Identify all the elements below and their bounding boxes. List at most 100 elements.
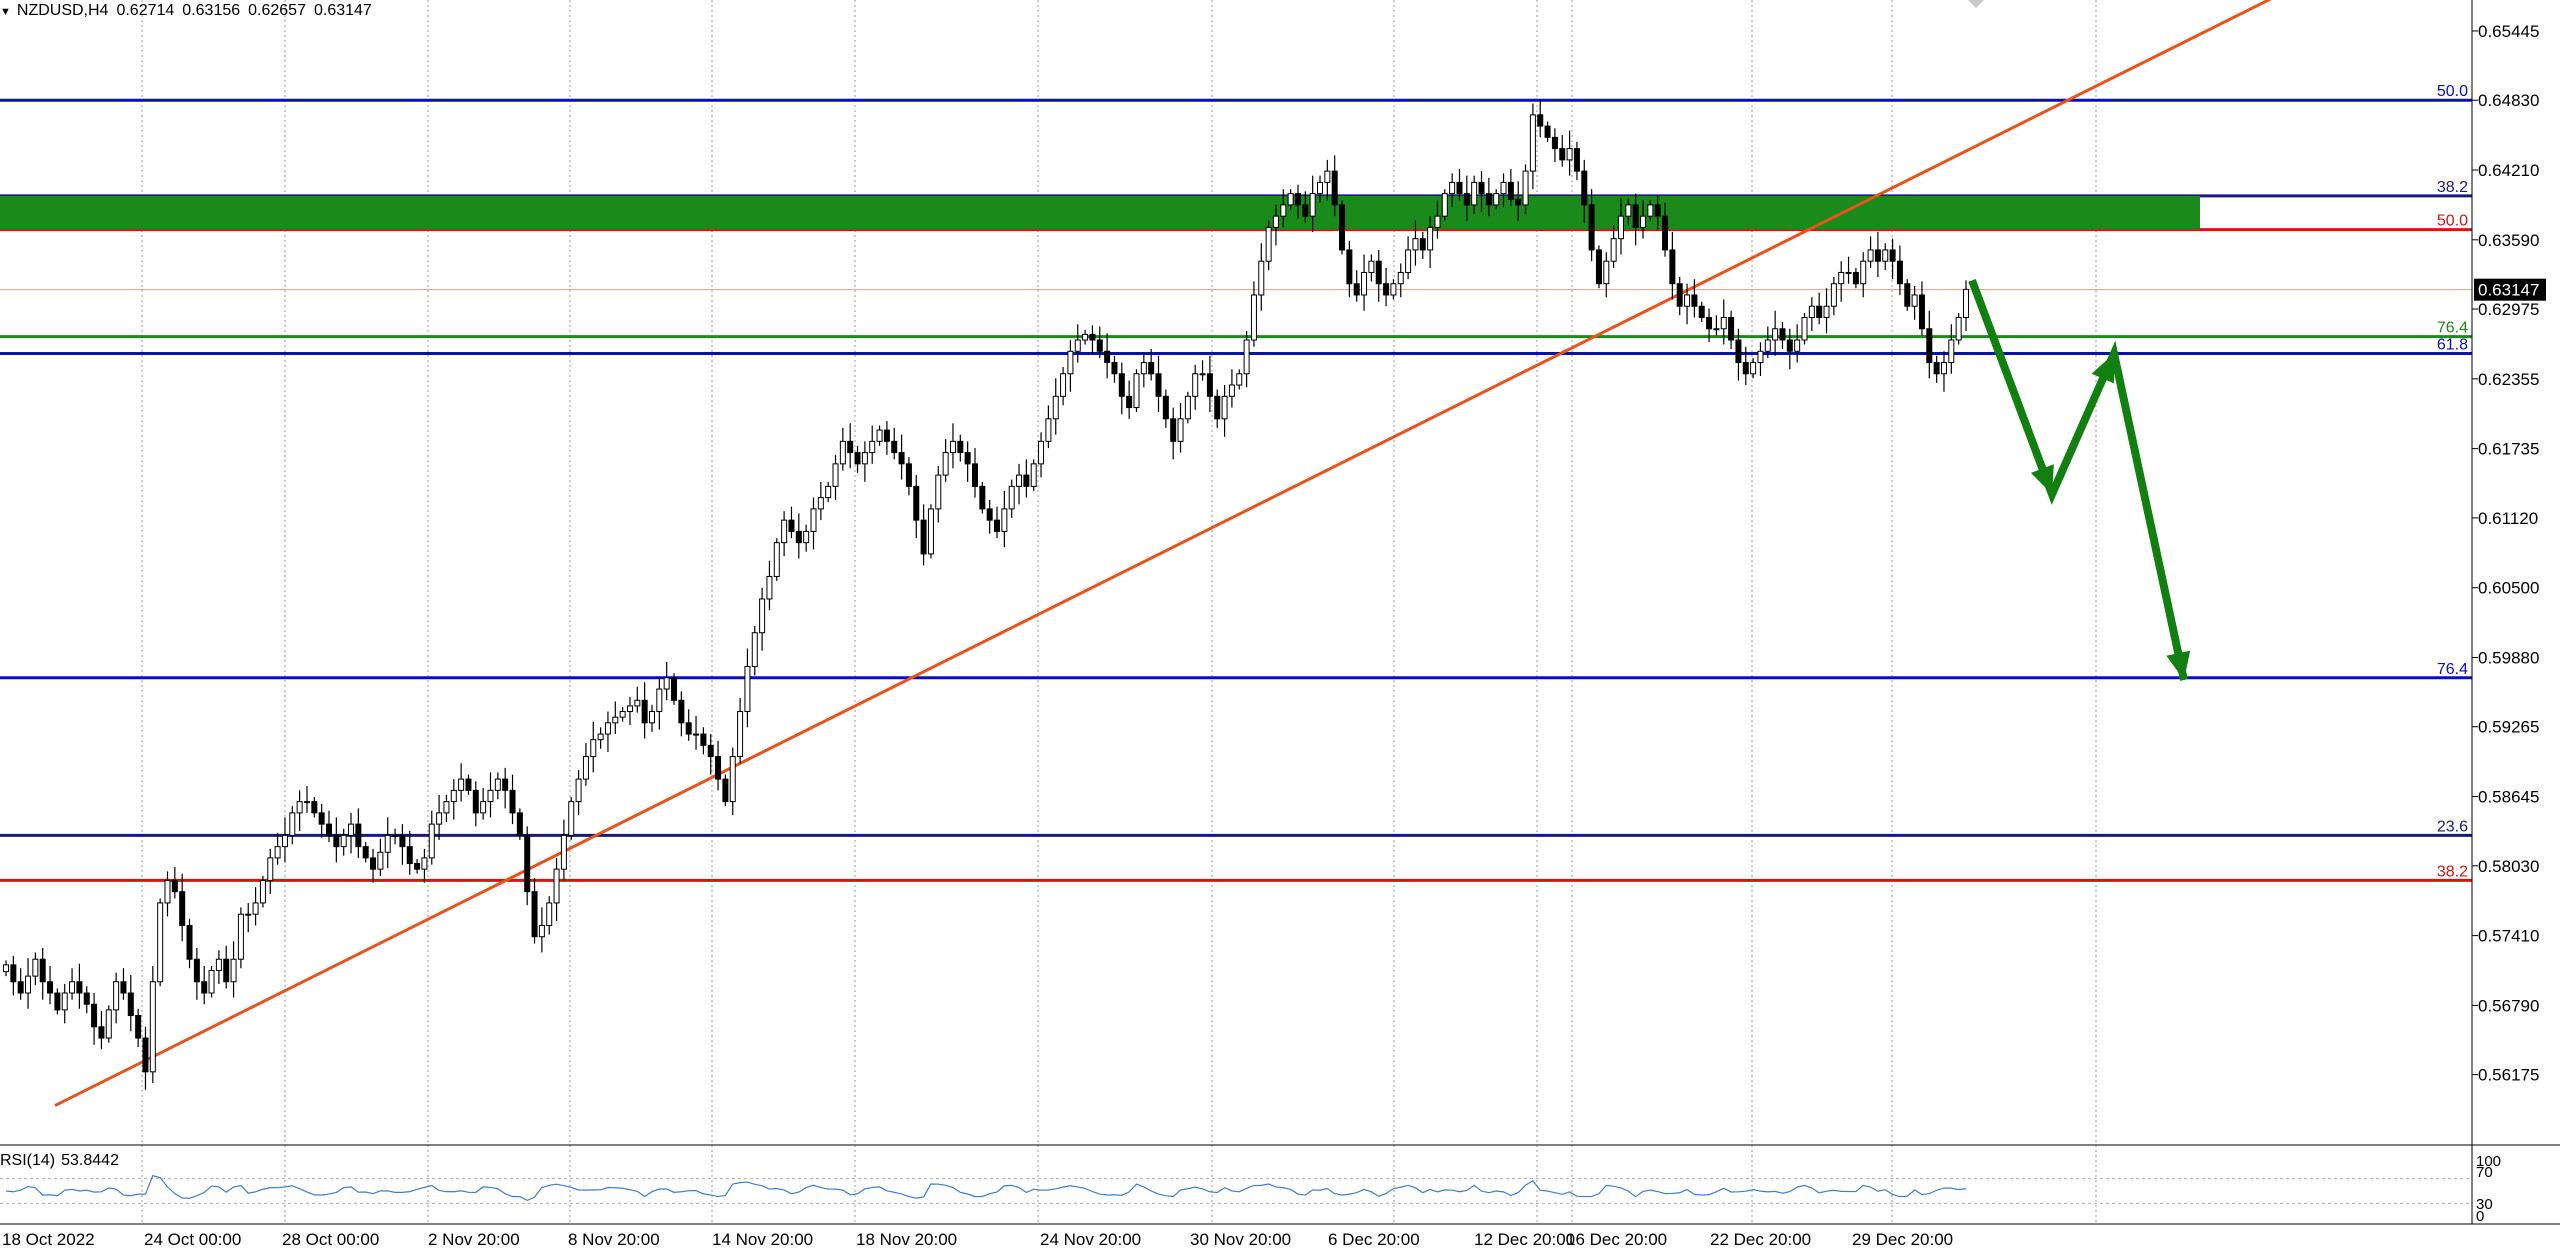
candle xyxy=(230,941,237,998)
candle xyxy=(3,960,9,977)
fib-level-label: 50.0 xyxy=(2437,213,2468,230)
candle xyxy=(311,797,318,818)
time-label: 2 Nov 20:00 xyxy=(428,1230,520,1249)
candle xyxy=(157,898,164,987)
candle xyxy=(1280,189,1287,228)
candle xyxy=(135,1008,142,1048)
arrow-path xyxy=(1968,278,2188,681)
candle xyxy=(1419,231,1426,259)
candle xyxy=(1016,463,1023,505)
candle xyxy=(1742,346,1749,386)
candle xyxy=(127,974,134,1032)
candle xyxy=(994,506,1001,539)
rsi-value: 53.8442 xyxy=(61,1152,119,1169)
candle xyxy=(215,950,222,985)
scroll-marker-icon[interactable] xyxy=(1968,0,1984,8)
candle xyxy=(61,984,68,1024)
candle xyxy=(237,907,244,969)
candle xyxy=(1493,189,1500,210)
candle xyxy=(626,696,633,726)
candle xyxy=(1309,175,1316,232)
candle xyxy=(781,511,788,557)
candle xyxy=(1236,369,1243,390)
ascending-trendline[interactable] xyxy=(54,0,2380,1107)
candle xyxy=(935,466,942,523)
projection-arrow[interactable] xyxy=(1968,278,2191,681)
candle xyxy=(384,817,391,869)
candle xyxy=(193,947,200,1000)
time-label: 28 Oct 00:00 xyxy=(282,1230,379,1249)
price-label: 0.59880 xyxy=(2478,649,2539,668)
candle xyxy=(538,907,545,953)
candle xyxy=(869,425,876,464)
candle xyxy=(590,721,597,773)
fib-level-label: 76.4 xyxy=(2437,320,2468,337)
candle xyxy=(1214,389,1221,428)
candle xyxy=(1764,326,1771,359)
candle xyxy=(553,857,560,921)
candle xyxy=(1500,173,1507,208)
candle xyxy=(700,727,707,755)
candle xyxy=(1272,204,1279,246)
candle xyxy=(509,774,516,825)
rsi-label: RSI(14) 53.8442 xyxy=(0,1151,125,1171)
candle xyxy=(1258,243,1265,311)
dropdown-triangle-icon[interactable]: ▼ xyxy=(0,6,11,18)
candle xyxy=(1662,202,1669,257)
candle xyxy=(1617,198,1624,255)
price-label: 0.60500 xyxy=(2478,579,2539,598)
candle xyxy=(825,481,832,503)
candle xyxy=(1148,349,1155,381)
candle xyxy=(920,504,927,566)
candle xyxy=(1118,362,1125,415)
candle xyxy=(421,848,428,883)
candle xyxy=(1874,231,1881,277)
price-label: 0.57410 xyxy=(2478,927,2539,946)
close-value: 0.63147 xyxy=(313,2,372,19)
candle xyxy=(560,819,567,881)
chart-header: ▼ NZDUSD,H4 0.62714 0.63156 0.62657 0.63147 xyxy=(0,0,380,22)
candle xyxy=(164,871,171,917)
candle xyxy=(1104,333,1111,379)
open-value: 0.62714 xyxy=(116,2,175,19)
fib-level-label: 50.0 xyxy=(2437,83,2468,100)
candle xyxy=(1581,159,1588,223)
candle xyxy=(1228,369,1235,408)
candle xyxy=(1192,364,1199,410)
candle xyxy=(1471,175,1478,214)
time-label: 18 Nov 20:00 xyxy=(856,1230,957,1249)
candle xyxy=(1177,403,1184,453)
candle xyxy=(597,727,604,749)
candle xyxy=(1522,164,1529,214)
candle xyxy=(149,965,156,1084)
candle xyxy=(1588,189,1595,262)
resistance-zone xyxy=(0,195,2200,230)
candle xyxy=(303,785,310,813)
candle xyxy=(641,682,648,739)
high-value: 0.63156 xyxy=(182,2,241,19)
candle xyxy=(487,772,494,818)
candle xyxy=(1243,331,1250,388)
symbol-label: NZDUSD,H4 xyxy=(16,2,109,19)
candle xyxy=(1860,252,1867,298)
candle xyxy=(1632,193,1639,246)
candle xyxy=(450,779,457,820)
candle xyxy=(766,560,773,611)
candle xyxy=(377,838,384,876)
price-label: 0.58030 xyxy=(2478,857,2539,876)
candle xyxy=(1089,325,1096,354)
candle xyxy=(340,828,347,856)
time-label: 24 Oct 00:00 xyxy=(144,1230,241,1249)
candle xyxy=(898,434,905,480)
candle xyxy=(1339,200,1346,255)
candle xyxy=(1023,459,1030,498)
time-label: 14 Nov 20:00 xyxy=(712,1230,813,1249)
candle xyxy=(1750,358,1757,379)
candle xyxy=(1684,283,1691,325)
fib-level-label: 61.8 xyxy=(2437,337,2468,354)
candle xyxy=(1206,355,1213,413)
time-label: 18 Oct 2022 xyxy=(2,1230,95,1249)
rsi-name: RSI(14) xyxy=(0,1152,56,1169)
